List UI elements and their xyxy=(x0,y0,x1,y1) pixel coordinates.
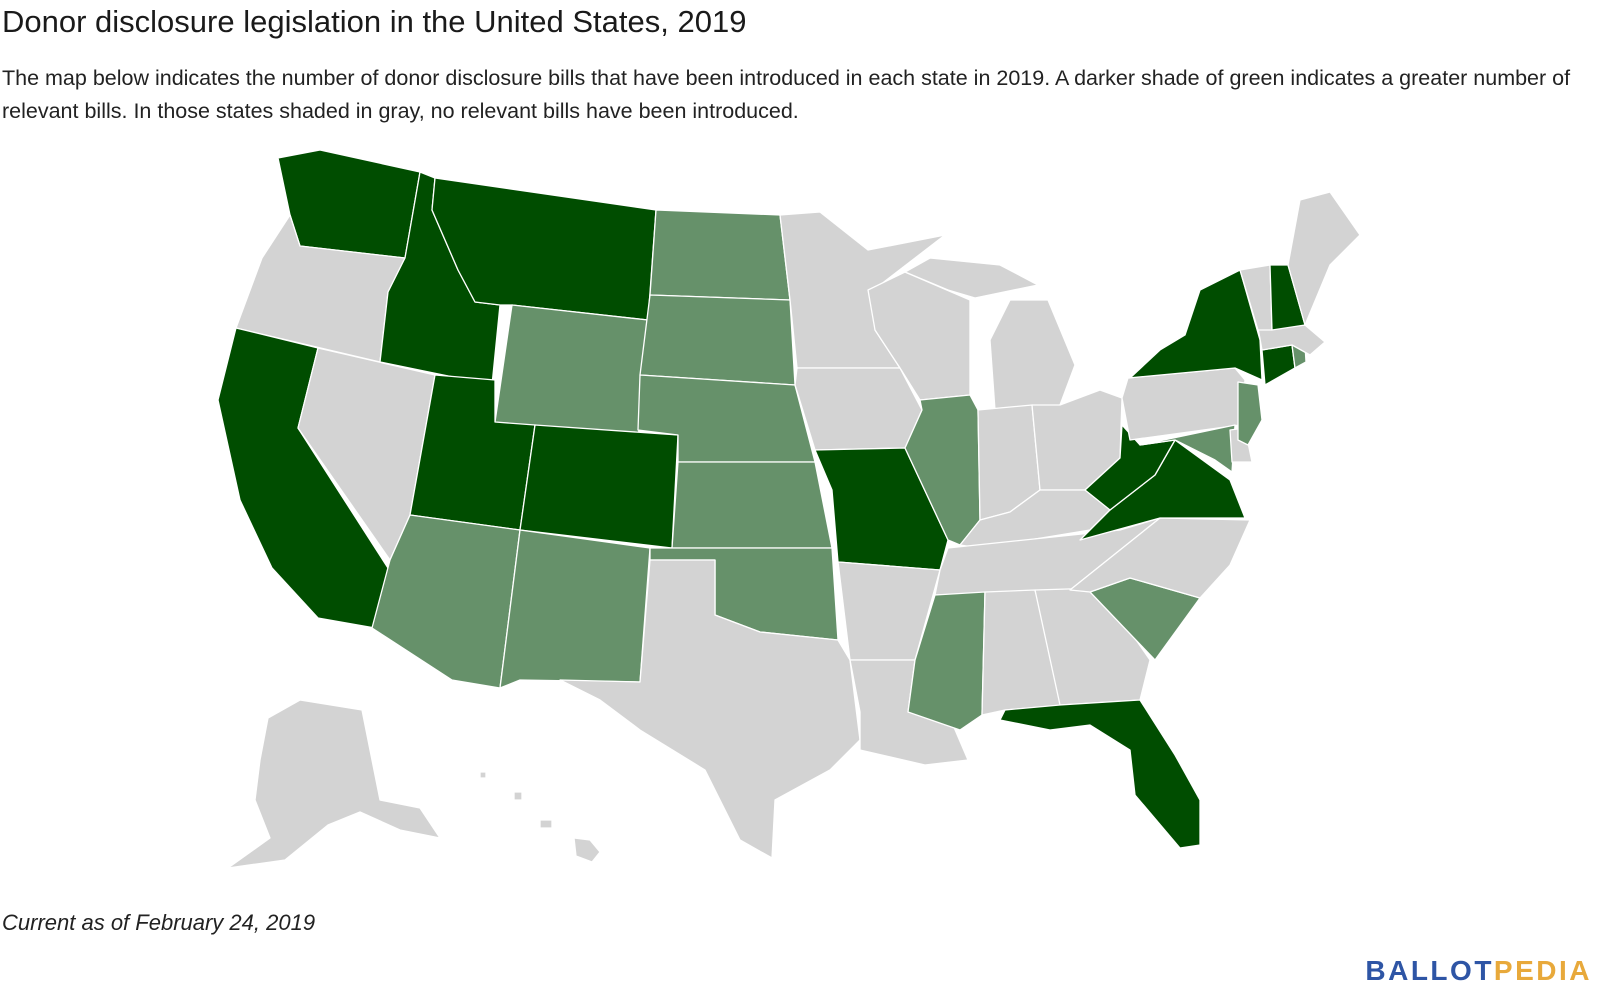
state-ks[interactable] xyxy=(671,461,833,549)
state-md[interactable] xyxy=(1139,424,1236,473)
state-mi-up[interactable] xyxy=(904,257,1039,299)
state-ak[interactable] xyxy=(227,699,441,869)
logo-part-pedia: PEDIA xyxy=(1493,955,1592,986)
state-tx[interactable] xyxy=(559,559,861,859)
state-ia[interactable] xyxy=(794,367,923,451)
map-description: The map below indicates the number of do… xyxy=(2,66,1571,123)
state-nm[interactable] xyxy=(499,529,651,689)
logo-part-ballot: BALLOT xyxy=(1365,955,1494,986)
state-nj[interactable] xyxy=(1237,381,1263,446)
us-states-map xyxy=(0,140,1600,900)
state-ny[interactable] xyxy=(1127,269,1263,381)
ballotpedia-logo: BALLOTPEDIA xyxy=(1365,955,1592,987)
state-me[interactable] xyxy=(1287,191,1361,326)
current-as-of-note: Current as of February 24, 2019 xyxy=(2,910,316,935)
state-sd[interactable] xyxy=(639,294,796,386)
state-hi[interactable] xyxy=(479,771,601,863)
state-nd[interactable] xyxy=(649,209,791,301)
map-title: Donor disclosure legislation in the Unit… xyxy=(2,4,747,39)
state-wy[interactable] xyxy=(494,304,649,441)
state-mi[interactable] xyxy=(989,299,1076,411)
state-co[interactable] xyxy=(519,424,679,549)
state-ct[interactable] xyxy=(1261,344,1296,386)
state-fl[interactable] xyxy=(999,699,1201,849)
